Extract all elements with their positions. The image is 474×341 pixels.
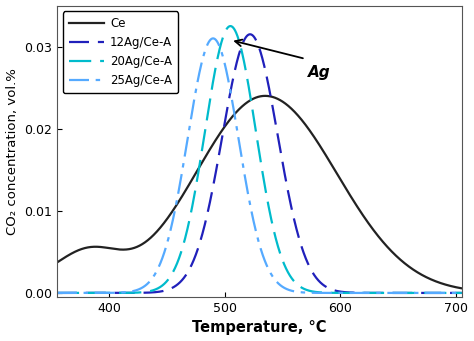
Line: 20Ag/Ce-A: 20Ag/Ce-A (51, 26, 467, 293)
12Ag/Ce-A (208, 196, 214, 200)
Ce (120, 248, 126, 252)
Line: Ce: Ce (51, 96, 467, 289)
25Ag/Ce-A (208, 38, 214, 42)
20Ag/Ce-A (465, 291, 470, 295)
Ce (465, 287, 470, 291)
25Ag/Ce-A (465, 291, 470, 295)
20Ag/Ce-A (208, 93, 214, 97)
Ce (456, 286, 462, 290)
Line: 12Ag/Ce-A: 12Ag/Ce-A (51, 34, 467, 293)
Legend: Ce, 12Ag/Ce-A, 20Ag/Ce-A, 25Ag/Ce-A: Ce, 12Ag/Ce-A, 20Ag/Ce-A, 25Ag/Ce-A (63, 12, 178, 93)
20Ag/Ce-A (226, 25, 232, 29)
20Ag/Ce-A (120, 291, 126, 295)
25Ag/Ce-A (210, 36, 216, 41)
25Ag/Ce-A (412, 291, 418, 295)
12Ag/Ce-A (456, 291, 462, 295)
25Ag/Ce-A (120, 291, 126, 295)
Ce (48, 264, 54, 268)
20Ag/Ce-A (48, 291, 54, 295)
12Ag/Ce-A (247, 32, 253, 36)
12Ag/Ce-A (465, 291, 470, 295)
20Ag/Ce-A (96, 291, 101, 295)
12Ag/Ce-A (120, 291, 126, 295)
X-axis label: Temperature, °C: Temperature, °C (192, 321, 327, 336)
Y-axis label: CO₂ concentration, vol.%: CO₂ concentration, vol.% (6, 68, 18, 235)
25Ag/Ce-A (48, 291, 54, 295)
20Ag/Ce-A (456, 291, 462, 295)
25Ag/Ce-A (456, 291, 462, 295)
Line: 25Ag/Ce-A: 25Ag/Ce-A (51, 39, 467, 293)
Ce (208, 146, 214, 150)
Ce (226, 119, 232, 123)
12Ag/Ce-A (96, 291, 101, 295)
25Ag/Ce-A (96, 291, 101, 295)
12Ag/Ce-A (48, 291, 54, 295)
25Ag/Ce-A (226, 81, 232, 86)
Ce (262, 94, 268, 98)
20Ag/Ce-A (412, 291, 418, 295)
Ce (96, 245, 101, 249)
12Ag/Ce-A (226, 98, 232, 102)
Text: Ag: Ag (308, 65, 330, 80)
Ce (412, 268, 418, 272)
20Ag/Ce-A (228, 24, 233, 28)
12Ag/Ce-A (412, 291, 418, 295)
